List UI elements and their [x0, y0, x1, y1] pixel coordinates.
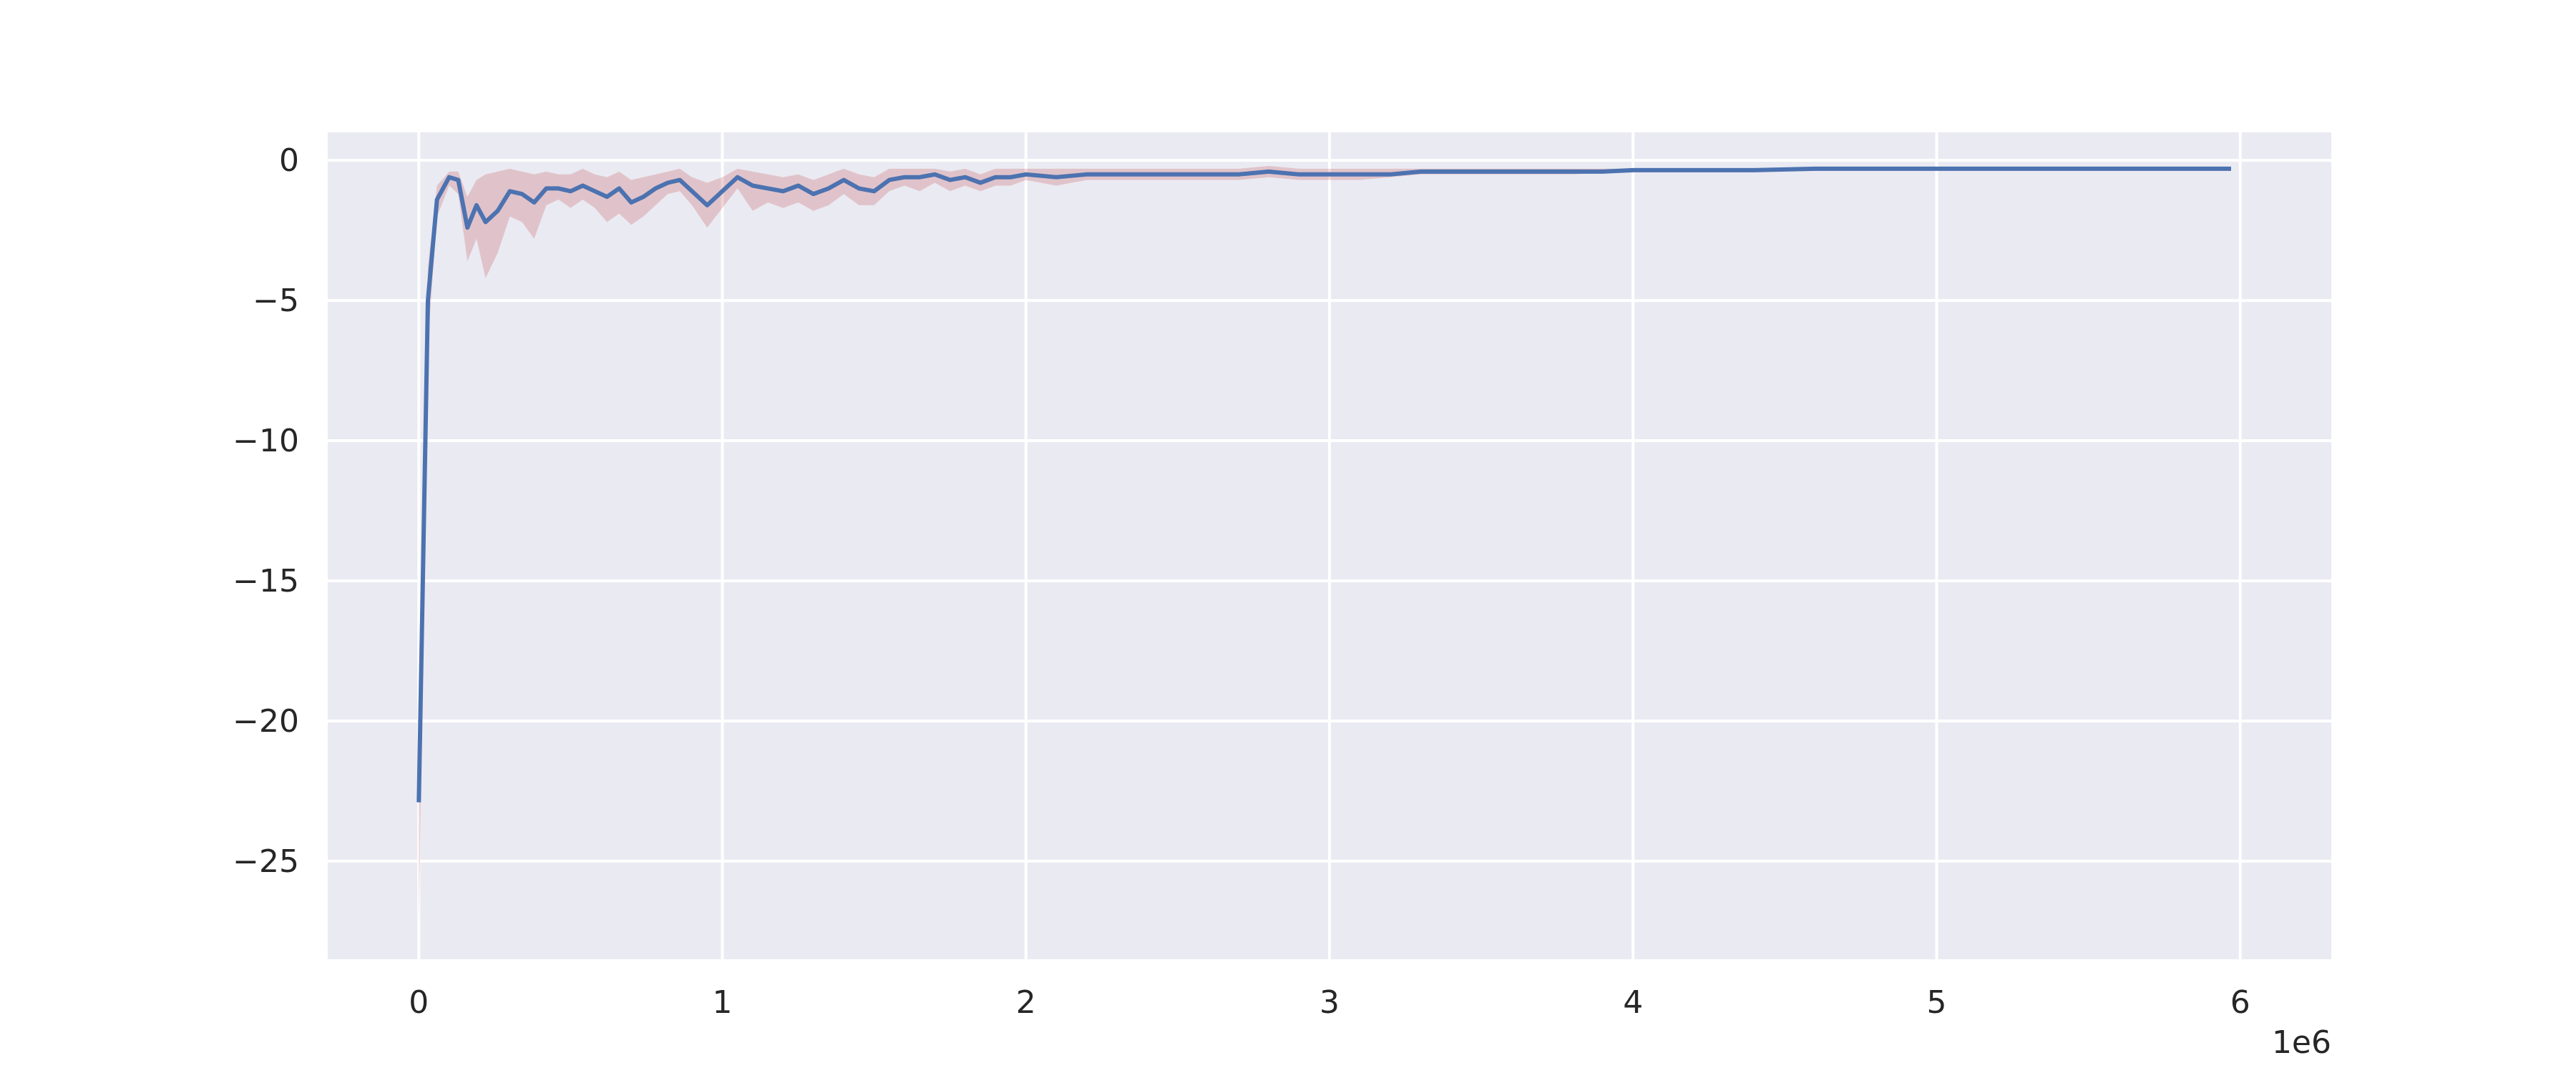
grid-lines — [328, 132, 2331, 959]
x-tick-label: 0 — [409, 984, 429, 1021]
y-tick-label: −5 — [253, 283, 299, 319]
series-line — [416, 166, 2231, 803]
x-axis-offset-label: 1e6 — [2272, 1024, 2331, 1061]
x-tick-label: 5 — [1926, 984, 1946, 1021]
x-tick-label: 1 — [713, 984, 733, 1021]
y-tick-label: −10 — [233, 423, 299, 459]
x-axis-ticks: 0 1 2 3 4 5 6 — [409, 984, 2250, 1021]
y-tick-label: −15 — [233, 563, 299, 599]
x-tick-label: 2 — [1016, 984, 1036, 1021]
y-tick-label: −20 — [233, 703, 299, 740]
x-tick-label: 4 — [1623, 984, 1643, 1021]
x-tick-label: 3 — [1319, 984, 1340, 1021]
x-tick-label: 6 — [2230, 984, 2250, 1021]
y-axis-ticks: 0 −5 −10 −15 −20 −25 — [233, 142, 299, 880]
y-tick-label: −25 — [233, 843, 299, 880]
y-tick-label: 0 — [279, 142, 299, 179]
